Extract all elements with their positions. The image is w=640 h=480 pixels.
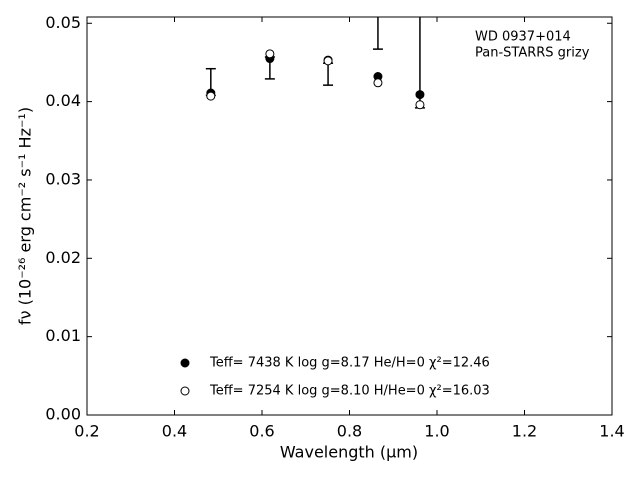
legend-marker (180, 358, 190, 368)
y-tick-label: 0.02 (45, 248, 81, 267)
marker (373, 78, 383, 88)
marker (415, 100, 425, 110)
legend-label: Teff= 7438 K log g=8.17 He/H=0 χ²=12.46 (209, 356, 490, 371)
y-tick-label: 0.03 (45, 169, 81, 188)
x-tick-label: 0.8 (337, 422, 362, 441)
marker (323, 56, 333, 66)
x-axis-label: Wavelength (μm) (280, 443, 418, 462)
x-tick-label: 0.2 (74, 422, 99, 441)
legend-label: Teff= 7254 K log g=8.10 H/He=0 χ²=16.03 (209, 384, 490, 399)
x-tick-label: 0.6 (249, 422, 274, 441)
x-tick-label: 1.4 (599, 422, 624, 441)
y-tick-label: 0.00 (45, 405, 81, 424)
marker (415, 90, 425, 100)
y-tick-label: 0.04 (45, 91, 81, 110)
y-tick-label: 0.05 (45, 13, 81, 32)
marker (206, 91, 216, 101)
x-tick-label: 0.4 (162, 422, 187, 441)
error-bar (372, 17, 383, 50)
x-tick-label: 1.0 (424, 422, 449, 441)
error-bar (323, 62, 334, 86)
y-tick-label: 0.01 (45, 326, 81, 345)
y-axis-label: fν (10⁻²⁶ erg cm⁻² s⁻¹ Hz⁻¹) (16, 107, 35, 325)
plot-area (205, 17, 425, 110)
annotation: Pan-STARRS grizy (475, 46, 590, 61)
marker (265, 49, 275, 59)
x-tick-label: 1.2 (512, 422, 537, 441)
annotation: WD 0937+014 (475, 30, 571, 45)
legend-marker (180, 386, 190, 396)
